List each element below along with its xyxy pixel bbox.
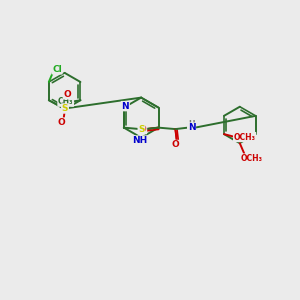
Text: CH₃: CH₃ <box>58 97 74 106</box>
Text: OCH₃: OCH₃ <box>234 133 256 142</box>
Text: O: O <box>139 124 146 134</box>
Text: H: H <box>188 120 195 129</box>
Text: NH: NH <box>132 136 147 145</box>
Text: S: S <box>62 104 68 113</box>
Text: N: N <box>122 102 129 111</box>
Text: OCH₃: OCH₃ <box>241 154 262 163</box>
Text: S: S <box>138 124 145 134</box>
Text: O: O <box>172 140 179 149</box>
Text: N: N <box>188 123 195 132</box>
Text: O: O <box>64 90 71 99</box>
Text: Cl: Cl <box>52 65 62 74</box>
Text: O: O <box>57 118 65 127</box>
